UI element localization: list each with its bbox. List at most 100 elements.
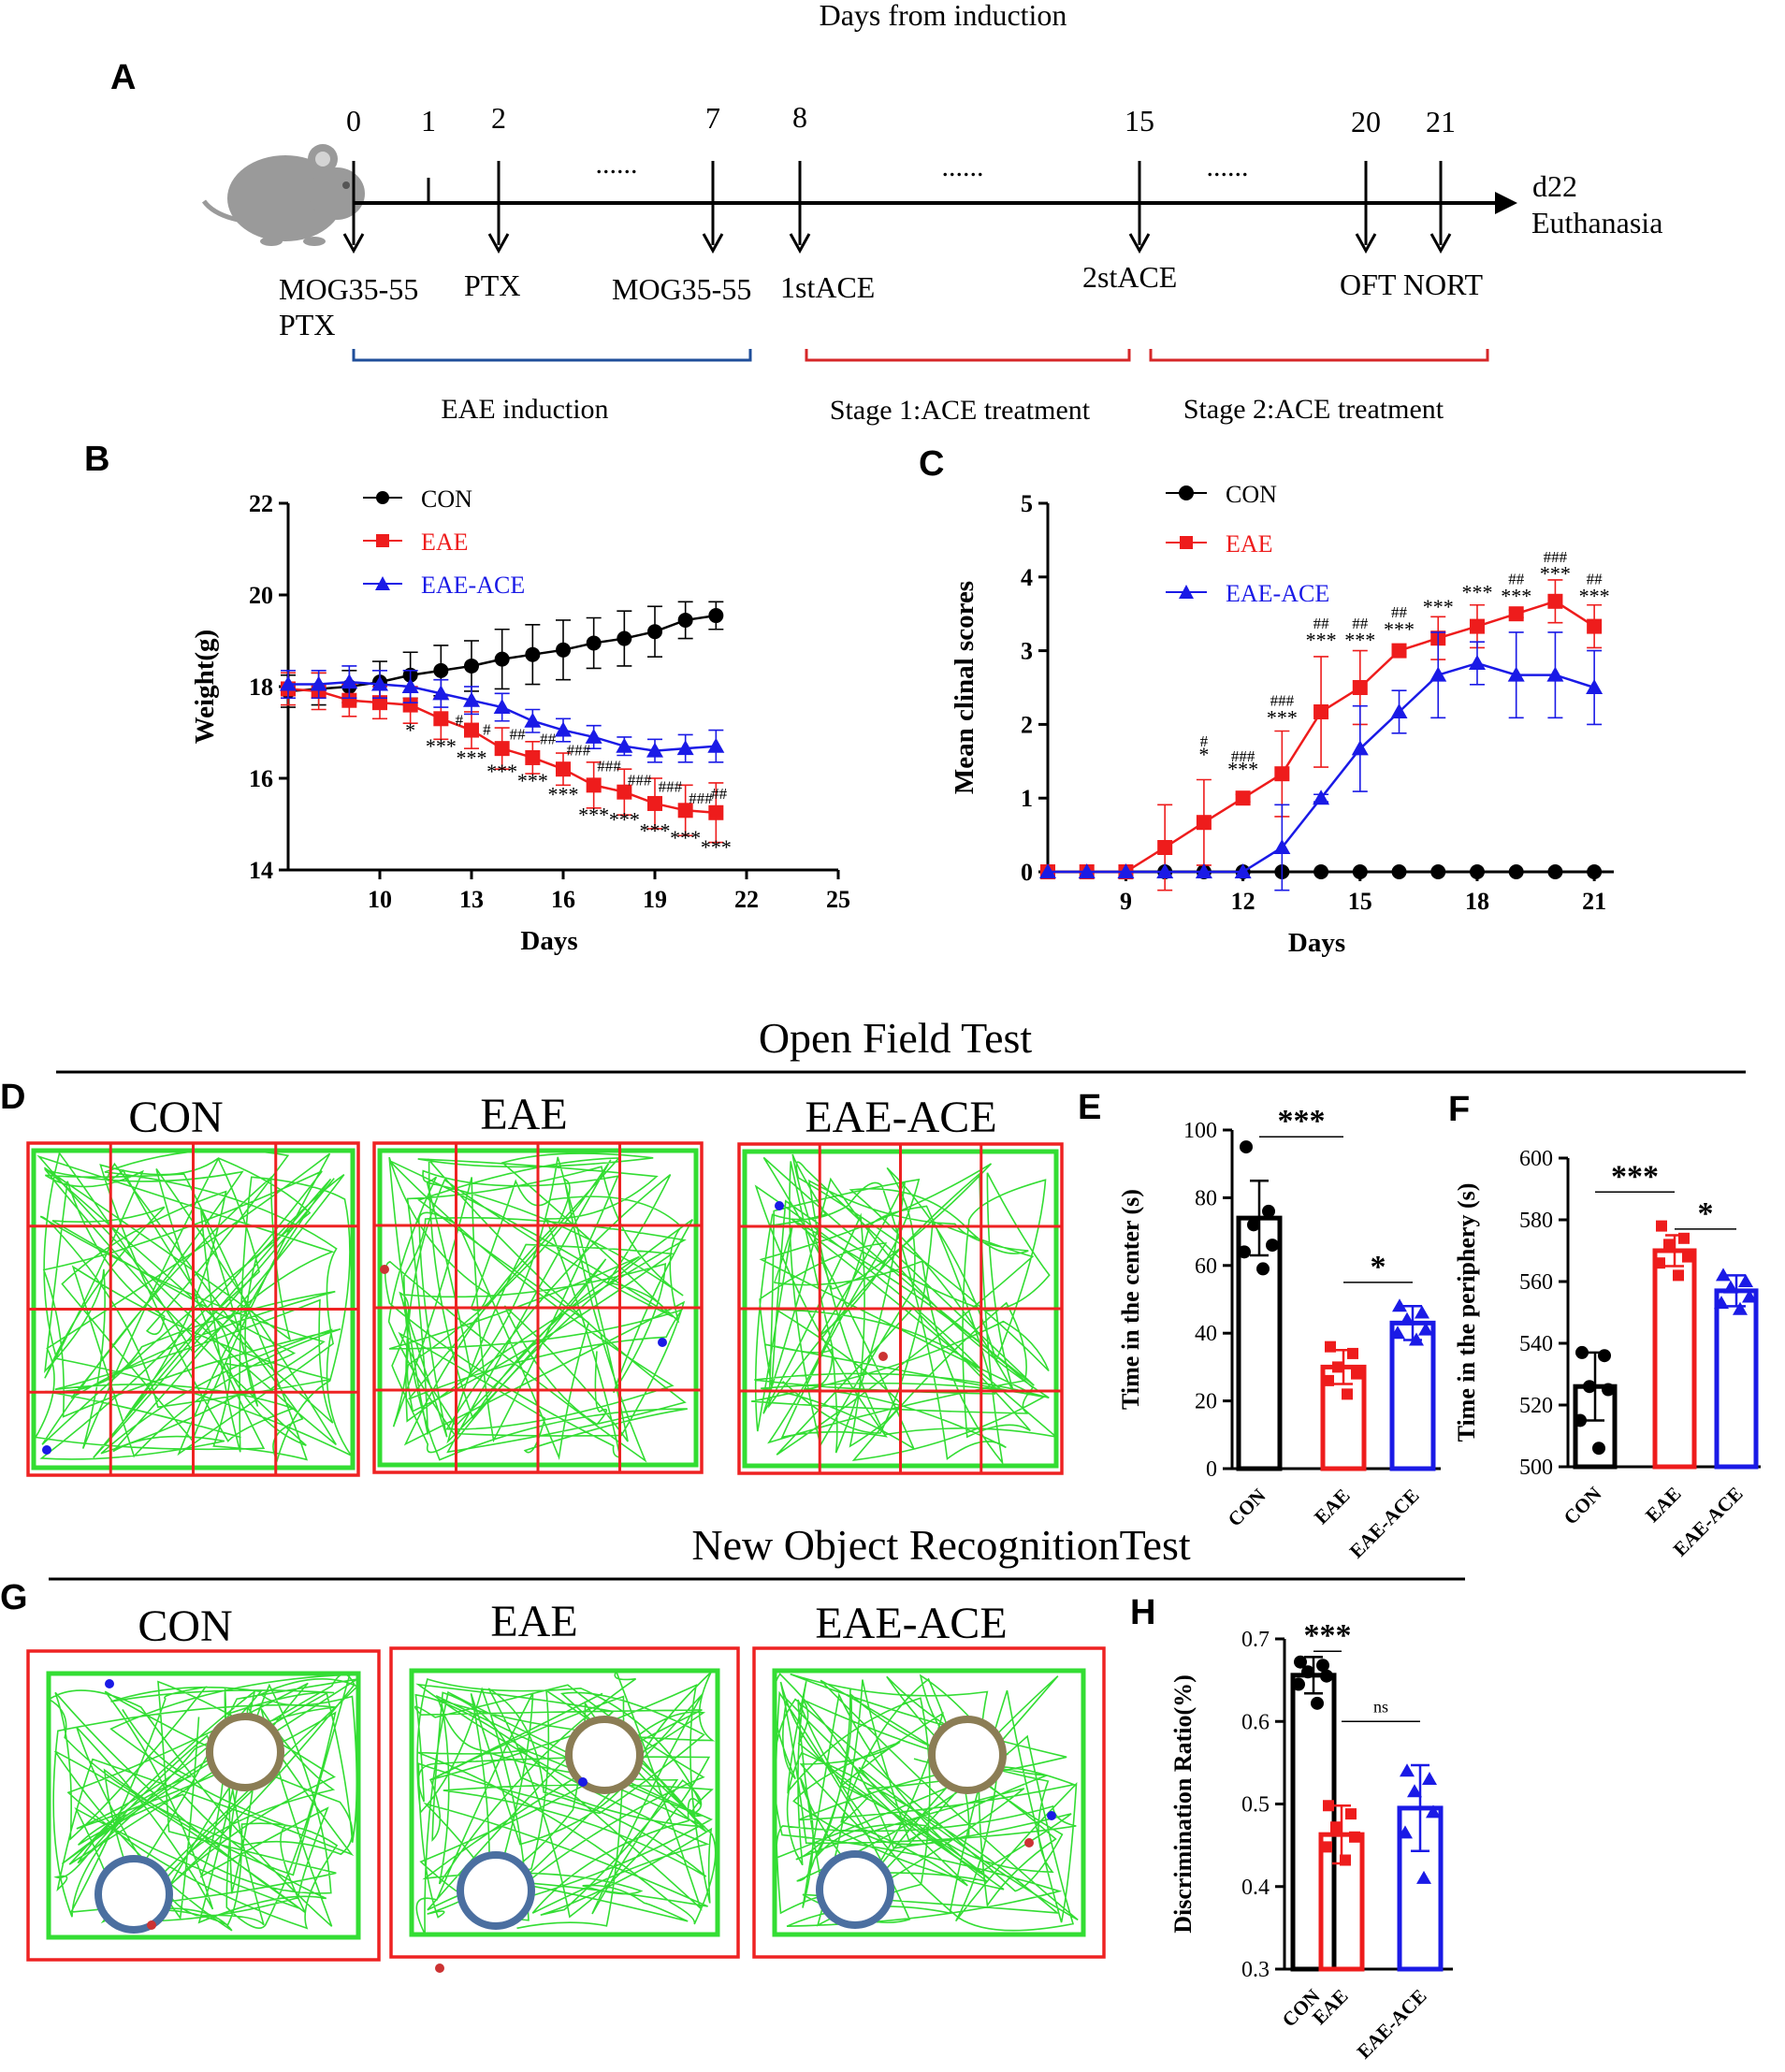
- data-point-eae: [1325, 1340, 1336, 1353]
- data-point-eae-ace: [1039, 863, 1056, 878]
- x-tick-label: 10: [368, 886, 392, 913]
- significance-mark: ***: [1579, 584, 1610, 607]
- data-point-con: [1294, 1655, 1307, 1669]
- data-point-eae: [1157, 839, 1173, 855]
- data-point-eae-ace: [646, 742, 663, 758]
- nort-label-ace: EAE-ACE: [815, 1599, 1007, 1648]
- data-point-eae-ace: [1313, 790, 1330, 805]
- timeline-day-21: 21: [1426, 105, 1456, 138]
- data-point-con: [1238, 1245, 1251, 1259]
- significance-mark: ***: [578, 804, 609, 827]
- data-point-eae-ace: [1546, 666, 1564, 682]
- data-point-eae: [1345, 1808, 1357, 1820]
- oft-arena-eae: [372, 1141, 704, 1474]
- event-mog-1: MOG35-55: [279, 272, 418, 306]
- bracket-stage-1: [805, 349, 1131, 362]
- significance-mark: ##: [1508, 571, 1525, 588]
- data-point-eae-ace: [463, 691, 480, 707]
- y-tick-label: 0.6: [1241, 1710, 1270, 1734]
- timeline-end-day: d22: [1532, 169, 1577, 203]
- data-point-eae: [1342, 1388, 1353, 1400]
- data-point-eae: [1330, 1821, 1342, 1833]
- significance-mark: ###: [1270, 692, 1295, 710]
- data-point-eae: [1340, 1854, 1351, 1866]
- significance-label: ***: [1278, 1104, 1326, 1138]
- significance-mark: ***: [1540, 562, 1571, 586]
- significance-mark: ###: [659, 778, 683, 796]
- x-tick-label: 21: [1582, 888, 1606, 915]
- category-label-con: CON: [1560, 1483, 1606, 1529]
- data-point-con: [1320, 1669, 1333, 1683]
- data-point-eae-ace: [524, 712, 542, 728]
- x-axis-label: Days: [1288, 928, 1345, 958]
- y-tick-label: 16: [249, 765, 273, 792]
- significance-mark: ***: [1461, 580, 1492, 603]
- data-point-con: [1247, 1218, 1260, 1232]
- significance-mark: ###: [597, 758, 621, 775]
- data-point-eae: [1391, 643, 1407, 659]
- significance-label: ns: [1373, 1697, 1388, 1716]
- data-point-eae: [1587, 618, 1603, 634]
- data-point-eae-ace: [676, 740, 694, 756]
- significance-mark: #: [483, 720, 491, 738]
- y-axis-label: Mean clinal scores: [950, 581, 980, 794]
- data-point-eae-ace: [555, 721, 572, 737]
- novel-object-ring: [206, 1713, 284, 1791]
- data-point-eae-ace: [1422, 1772, 1437, 1786]
- data-point-eae: [708, 804, 724, 820]
- oft-arena-ace: [737, 1142, 1064, 1475]
- timeline-day-1: 1: [421, 104, 436, 138]
- event-ace-1: 1stACE: [780, 270, 875, 304]
- timeline-marks: [342, 161, 1452, 254]
- open-field-title: Open Field Test: [759, 1014, 1033, 1062]
- stage-induction: EAE induction: [441, 394, 608, 425]
- x-tick-label: 18: [1465, 888, 1489, 915]
- bar-eae-ace: [1714, 1288, 1759, 1470]
- stage-2: Stage 2:ACE treatment: [1183, 394, 1444, 425]
- x-tick-label: 15: [1348, 888, 1372, 915]
- data-point-eae-ace: [1078, 863, 1096, 878]
- data-point-con: [1301, 1665, 1314, 1679]
- timeline-dots-1: ......: [596, 149, 638, 180]
- y-tick-label: 500: [1519, 1456, 1553, 1480]
- oft-arena-con: [26, 1141, 360, 1477]
- legend-b-eae: EAE: [421, 529, 469, 556]
- y-tick-label: 18: [249, 674, 273, 701]
- timeline-arrow-head: [487, 233, 510, 254]
- data-point-eae: [556, 761, 571, 777]
- significance-label: ***: [1611, 1159, 1659, 1194]
- y-axis-label: Weight(g): [190, 630, 220, 744]
- data-point-con: [1508, 864, 1524, 879]
- arena-border: [737, 1142, 1064, 1475]
- significance-mark: ***: [1344, 629, 1375, 652]
- timeline-dots-3: ......: [1207, 152, 1249, 182]
- data-point-con: [677, 612, 693, 628]
- legend-c-eae: EAE: [1226, 530, 1273, 558]
- novel-object-ring: [565, 1716, 644, 1794]
- event-ptx-1: PTX: [279, 308, 335, 341]
- data-point-con: [1262, 1204, 1275, 1218]
- data-point-eae: [1663, 1239, 1675, 1251]
- data-point-con: [1391, 864, 1407, 879]
- x-tick-label: 13: [459, 886, 484, 913]
- significance-mark: *: [1198, 743, 1209, 766]
- data-point-eae-ace: [1117, 863, 1135, 878]
- timeline-day-20: 20: [1351, 105, 1381, 138]
- y-tick-label: 22: [249, 490, 273, 517]
- data-point-eae: [1656, 1220, 1667, 1232]
- data-point-eae-ace: [1416, 1870, 1431, 1884]
- significance-label: *: [1371, 1250, 1386, 1284]
- data-point-eae: [1547, 593, 1563, 609]
- y-tick-label: 0.4: [1241, 1876, 1270, 1900]
- data-point-con: [556, 642, 571, 658]
- significance-mark: ***: [640, 819, 671, 843]
- data-point-eae-ace: [371, 675, 388, 691]
- data-point-con: [1587, 864, 1603, 879]
- position-marker: [1047, 1811, 1056, 1820]
- nort-arena-eae: [389, 1646, 740, 1973]
- timeline-day-7: 7: [705, 101, 720, 135]
- familiar-object-ring: [457, 1851, 535, 1930]
